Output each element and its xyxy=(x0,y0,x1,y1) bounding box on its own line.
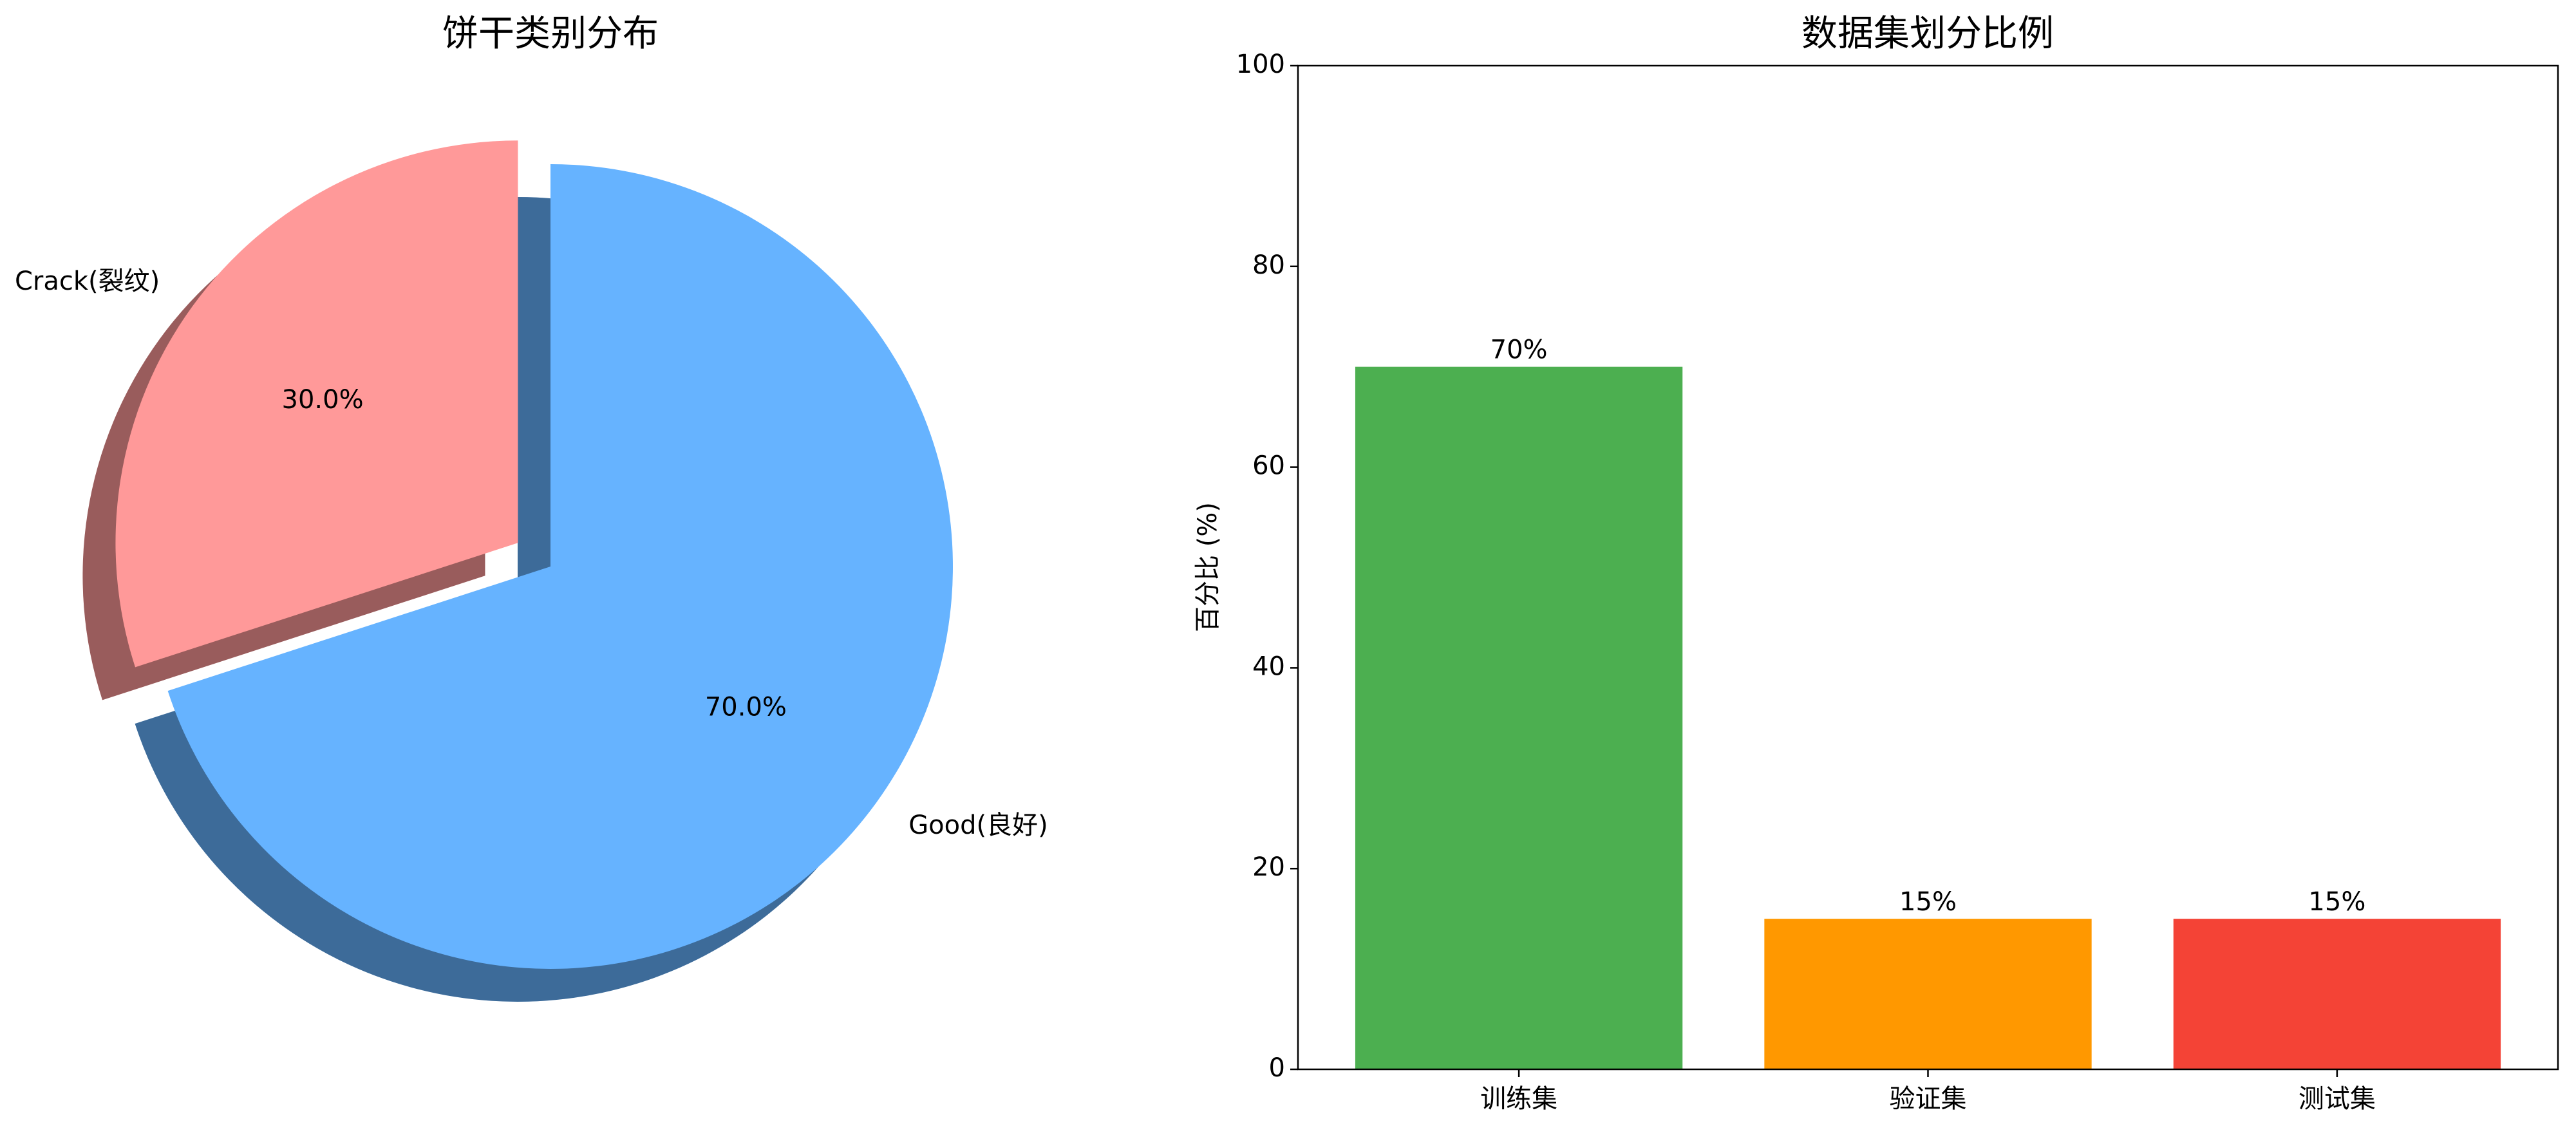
x-tick-label: 测试集 xyxy=(2299,1084,2376,1114)
x-tick-label: 训练集 xyxy=(1480,1084,1557,1114)
slice-value-label: 70.0% xyxy=(705,692,787,722)
y-tick-label: 0 xyxy=(1269,1053,1285,1083)
bar-value-label: 15% xyxy=(2308,887,2365,917)
y-tick-label: 100 xyxy=(1236,50,1285,79)
y-tick-label: 40 xyxy=(1252,652,1285,681)
bar xyxy=(2173,919,2501,1069)
plot-frame xyxy=(1297,64,2559,1071)
y-tick-label: 60 xyxy=(1252,451,1285,481)
pie-slice xyxy=(167,164,953,969)
slice-label: Good(良好) xyxy=(908,811,1048,840)
chart-title: 饼干类别分布 xyxy=(442,13,659,55)
y-tick-label: 20 xyxy=(1252,852,1285,882)
bar-value-label: 70% xyxy=(1490,335,1548,365)
bar-value-label: 15% xyxy=(1899,887,1957,917)
slice-value-label: 30.0% xyxy=(282,385,364,415)
x-tick-label: 验证集 xyxy=(1890,1084,1967,1114)
bar xyxy=(1355,366,1683,1070)
y-tick-label: 80 xyxy=(1252,250,1285,280)
pie-slice xyxy=(115,140,518,668)
y-axis-label: 百分比 (%) xyxy=(1193,502,1223,632)
slice-label: Crack(裂纹) xyxy=(15,267,160,296)
chart-title: 数据集划分比例 xyxy=(1801,13,2054,55)
bar xyxy=(1764,919,2092,1069)
